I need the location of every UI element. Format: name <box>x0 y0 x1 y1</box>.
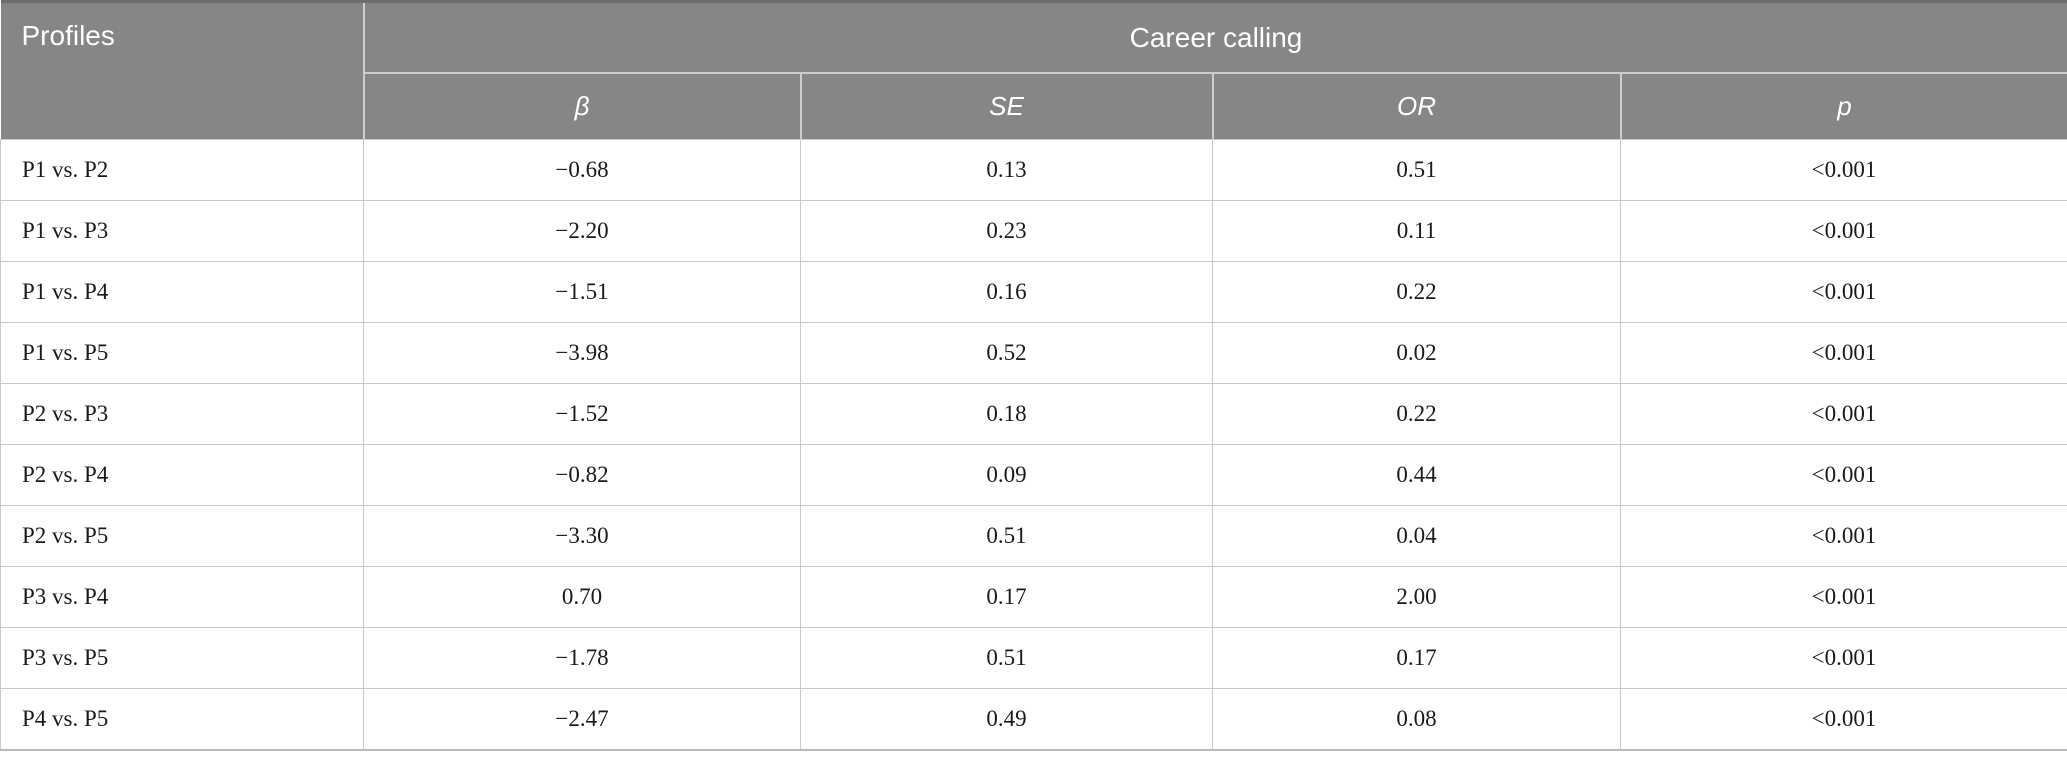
or-cell: 0.02 <box>1212 322 1621 384</box>
p-cell: <0.001 <box>1620 688 2067 751</box>
header-career-calling: Career calling <box>363 1 2067 74</box>
p-cell: <0.001 <box>1620 261 2067 323</box>
se-cell: 0.52 <box>800 322 1213 384</box>
header-or: OR <box>1212 73 1622 140</box>
beta-cell: −1.78 <box>363 627 801 689</box>
profile-pair-cell: P3 vs. P4 <box>0 566 364 628</box>
p-cell: <0.001 <box>1620 322 2067 384</box>
statistics-table: Profiles Career calling β SE OR p P1 vs.… <box>0 0 2067 751</box>
p-cell: <0.001 <box>1620 383 2067 445</box>
header-beta: β <box>363 73 802 140</box>
p-cell: <0.001 <box>1620 566 2067 628</box>
profile-pair-cell: P4 vs. P5 <box>0 688 364 751</box>
profile-pair-cell: P1 vs. P3 <box>0 200 364 262</box>
beta-cell: −0.82 <box>363 444 801 506</box>
table-row: P1 vs. P4 −1.51 0.16 0.22 <0.001 <box>0 261 2067 323</box>
profile-pair-cell: P3 vs. P5 <box>0 627 364 689</box>
table-row: P1 vs. P3 −2.20 0.23 0.11 <0.001 <box>0 200 2067 262</box>
table-row: P2 vs. P3 −1.52 0.18 0.22 <0.001 <box>0 383 2067 445</box>
header-se: SE <box>800 73 1214 140</box>
beta-cell: −1.51 <box>363 261 801 323</box>
profile-pair-cell: P1 vs. P2 <box>0 139 364 201</box>
header-row-group: Profiles Career calling <box>0 1 2067 140</box>
or-cell: 0.04 <box>1212 505 1621 567</box>
table-row: P3 vs. P5 −1.78 0.51 0.17 <0.001 <box>0 627 2067 689</box>
profile-pair-cell: P2 vs. P4 <box>0 444 364 506</box>
or-cell: 0.17 <box>1212 627 1621 689</box>
or-cell: 2.00 <box>1212 566 1621 628</box>
profile-pair-cell: P1 vs. P4 <box>0 261 364 323</box>
profile-pair-cell: P2 vs. P3 <box>0 383 364 445</box>
se-cell: 0.23 <box>800 200 1213 262</box>
beta-cell: −1.52 <box>363 383 801 445</box>
se-cell: 0.51 <box>800 627 1213 689</box>
beta-cell: −0.68 <box>363 139 801 201</box>
se-cell: 0.51 <box>800 505 1213 567</box>
or-cell: 0.51 <box>1212 139 1621 201</box>
se-cell: 0.16 <box>800 261 1213 323</box>
beta-cell: −2.20 <box>363 200 801 262</box>
p-cell: <0.001 <box>1620 139 2067 201</box>
or-cell: 0.22 <box>1212 261 1621 323</box>
table-row: P1 vs. P5 −3.98 0.52 0.02 <0.001 <box>0 322 2067 384</box>
p-cell: <0.001 <box>1620 627 2067 689</box>
table-row: P3 vs. P4 0.70 0.17 2.00 <0.001 <box>0 566 2067 628</box>
header-profiles: Profiles <box>0 1 365 140</box>
or-cell: 0.22 <box>1212 383 1621 445</box>
or-cell: 0.44 <box>1212 444 1621 506</box>
beta-cell: 0.70 <box>363 566 801 628</box>
beta-cell: −3.30 <box>363 505 801 567</box>
table-row: P2 vs. P4 −0.82 0.09 0.44 <0.001 <box>0 444 2067 506</box>
profile-pair-cell: P1 vs. P5 <box>0 322 364 384</box>
beta-cell: −3.98 <box>363 322 801 384</box>
profile-pair-cell: P2 vs. P5 <box>0 505 364 567</box>
p-cell: <0.001 <box>1620 200 2067 262</box>
table-body: P1 vs. P2 −0.68 0.13 0.51 <0.001 P1 vs. … <box>0 139 2067 751</box>
table-row: P4 vs. P5 −2.47 0.49 0.08 <0.001 <box>0 688 2067 751</box>
p-cell: <0.001 <box>1620 444 2067 506</box>
p-cell: <0.001 <box>1620 505 2067 567</box>
table-row: P1 vs. P2 −0.68 0.13 0.51 <0.001 <box>0 139 2067 201</box>
se-cell: 0.18 <box>800 383 1213 445</box>
se-cell: 0.13 <box>800 139 1213 201</box>
or-cell: 0.08 <box>1212 688 1621 751</box>
header-row-subcolumns: β SE OR p <box>1 73 2067 140</box>
se-cell: 0.09 <box>800 444 1213 506</box>
header-p: p <box>1620 73 2067 140</box>
table-header: Profiles Career calling β SE OR p <box>0 1 2067 140</box>
or-cell: 0.11 <box>1212 200 1621 262</box>
beta-cell: −2.47 <box>363 688 801 751</box>
se-cell: 0.49 <box>800 688 1213 751</box>
table-row: P2 vs. P5 −3.30 0.51 0.04 <0.001 <box>0 505 2067 567</box>
se-cell: 0.17 <box>800 566 1213 628</box>
